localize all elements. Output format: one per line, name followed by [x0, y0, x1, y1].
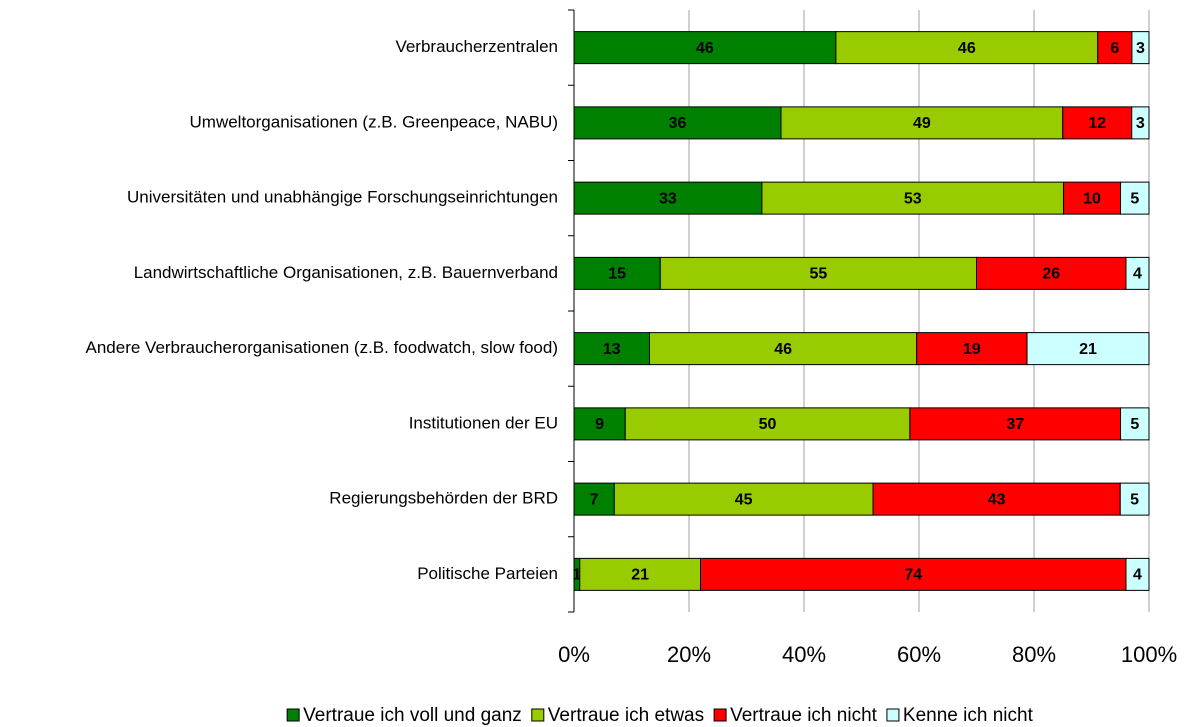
bar-segment — [573, 106, 782, 140]
bar-segment — [624, 407, 911, 441]
data-label: 5 — [1130, 416, 1139, 433]
category-label: Verbraucherzentralen — [395, 37, 558, 56]
category-label: Andere Verbraucherorganisationen (z.B. f… — [86, 338, 559, 357]
category-label: Umweltorganisationen (z.B. Greenpeace, N… — [190, 112, 559, 131]
legend-swatch — [713, 708, 727, 722]
data-label: 45 — [735, 491, 753, 508]
bar-segment — [659, 256, 977, 290]
bar-segment — [780, 106, 1064, 140]
bar-segment — [700, 557, 1127, 591]
bar-segment — [1097, 31, 1133, 65]
data-label: 55 — [809, 266, 827, 283]
bar-segment — [573, 181, 763, 215]
bar-segment — [1026, 332, 1150, 366]
bar-segment — [1120, 407, 1150, 441]
bar-segment — [976, 256, 1127, 290]
data-label: 49 — [913, 115, 931, 132]
data-label: 3 — [1136, 115, 1145, 132]
legend-swatch — [286, 708, 300, 722]
x-tick-label: 40% — [782, 642, 826, 667]
bar-segment — [1062, 106, 1133, 140]
data-label: 4 — [1133, 567, 1142, 584]
data-label: 53 — [904, 190, 922, 207]
bar-segment — [1125, 256, 1150, 290]
data-label: 33 — [659, 190, 677, 207]
category-label: Landwirtschaftliche Organisationen, z.B.… — [134, 263, 558, 282]
data-label: 19 — [963, 341, 981, 358]
x-tick-label: 60% — [897, 642, 941, 667]
data-label: 46 — [774, 341, 792, 358]
bar-segment — [1120, 181, 1150, 215]
x-tick-label: 0% — [558, 642, 590, 667]
data-label: 37 — [1006, 416, 1024, 433]
legend-swatch — [886, 708, 900, 722]
data-label: 50 — [759, 416, 777, 433]
data-label: 10 — [1083, 190, 1101, 207]
bar-segment — [835, 31, 1099, 65]
data-label: 46 — [696, 40, 714, 57]
data-label: 43 — [988, 491, 1006, 508]
x-tick-label: 100% — [1121, 642, 1177, 667]
data-label: 7 — [590, 491, 599, 508]
bar-segment — [579, 557, 701, 591]
category-label: Regierungsbehörden der BRD — [329, 489, 558, 508]
category-label: Universitäten und unabhängige Forschungs… — [127, 188, 558, 207]
bar-segment — [573, 407, 626, 441]
data-label: 15 — [608, 266, 626, 283]
data-label: 1 — [572, 567, 581, 584]
data-label: 74 — [904, 567, 922, 584]
bar-segment — [761, 181, 1065, 215]
data-label: 4 — [1133, 266, 1142, 283]
data-label: 21 — [631, 567, 649, 584]
category-label: Politische Parteien — [417, 564, 558, 583]
data-label: 21 — [1079, 341, 1097, 358]
bar-segment — [1125, 557, 1150, 591]
data-label: 6 — [1110, 40, 1119, 57]
bar-segment — [613, 482, 874, 516]
data-label: 12 — [1088, 115, 1106, 132]
bar-segment — [1119, 482, 1150, 516]
data-label: 46 — [958, 40, 976, 57]
data-label: 13 — [603, 341, 621, 358]
bar-segment — [1131, 106, 1150, 140]
legend-swatch — [531, 708, 545, 722]
legend-label: Vertraue ich voll und ganz — [303, 705, 522, 726]
data-label: 5 — [1130, 190, 1139, 207]
bar-segment — [573, 31, 837, 65]
x-tick-label: 20% — [667, 642, 711, 667]
data-label: 9 — [595, 416, 604, 433]
legend-label: Vertraue ich etwas — [548, 705, 704, 726]
bar-segment — [872, 482, 1121, 516]
bar-segment — [649, 332, 918, 366]
bar-segment — [573, 332, 651, 366]
legend-label: Vertraue ich nicht — [730, 705, 878, 726]
x-tick-label: 80% — [1012, 642, 1056, 667]
data-label: 5 — [1130, 491, 1139, 508]
data-label: 3 — [1136, 40, 1145, 57]
bar-segment — [1131, 31, 1150, 65]
legend-label: Kenne ich nicht — [903, 705, 1034, 726]
data-label: 26 — [1042, 266, 1060, 283]
data-label: 36 — [669, 115, 687, 132]
category-label: Institutionen der EU — [409, 413, 558, 432]
